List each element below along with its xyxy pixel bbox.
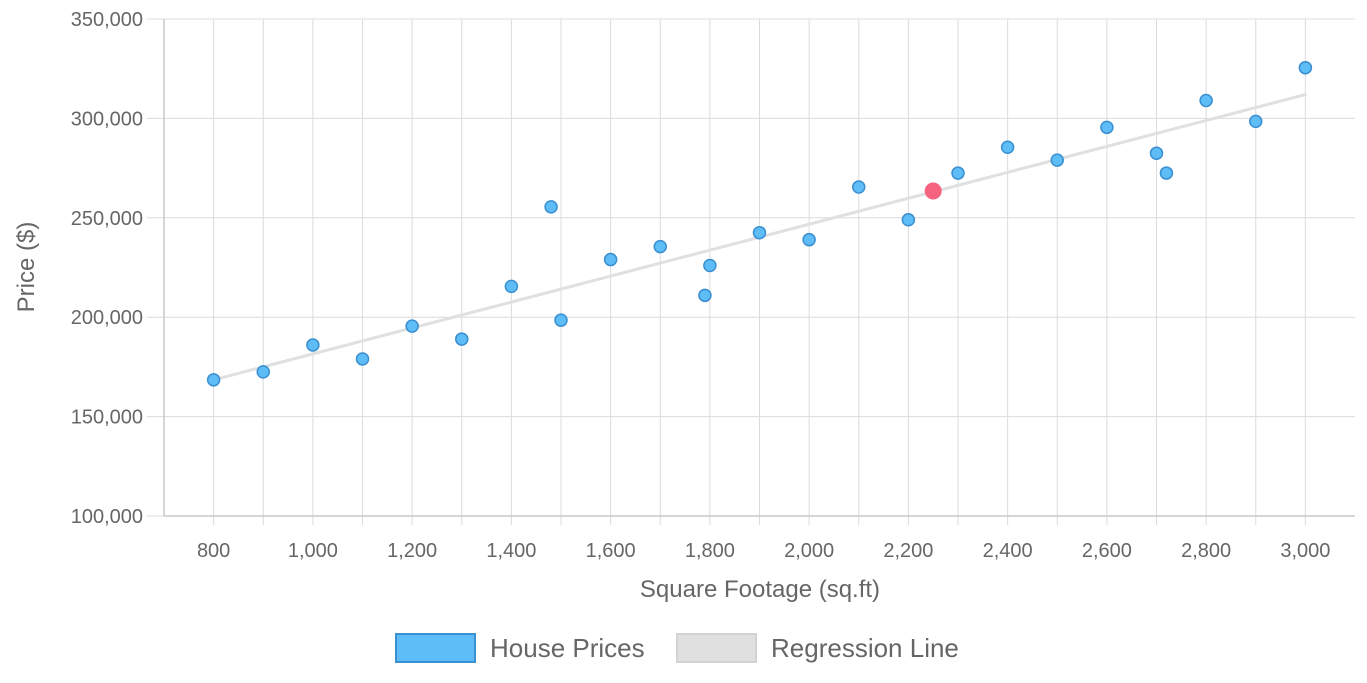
x-axis-title: Square Footage (sq.ft) xyxy=(640,576,880,603)
x-tick-label: 1,200 xyxy=(387,540,437,562)
data-point xyxy=(951,166,965,180)
y-axis-title: Price ($) xyxy=(13,222,40,313)
x-tick-label: 2,200 xyxy=(883,540,933,562)
data-point xyxy=(455,332,469,346)
data-point xyxy=(355,352,370,366)
legend-label-house-prices: House Prices xyxy=(490,633,645,663)
data-point xyxy=(554,313,568,327)
legend-swatch-house-prices xyxy=(395,633,476,663)
y-tick-label: 250,000 xyxy=(71,208,143,230)
x-tick-label: 3,000 xyxy=(1280,540,1330,562)
data-point xyxy=(306,338,320,352)
y-tick-label: 150,000 xyxy=(71,407,143,429)
x-tick-label: 1,000 xyxy=(288,540,338,562)
x-tick-label: 1,800 xyxy=(685,540,735,562)
data-point xyxy=(544,200,558,214)
data-point xyxy=(901,213,916,227)
x-tick-label: 800 xyxy=(197,540,230,562)
data-point xyxy=(653,239,667,254)
data-point xyxy=(802,232,816,247)
data-point xyxy=(698,288,712,303)
data-points xyxy=(206,60,1313,387)
legend-swatch-regression-line xyxy=(676,633,757,663)
data-point xyxy=(1000,140,1015,154)
x-tick-label: 2,000 xyxy=(784,540,834,562)
tick-labels: 800 1,000 1,200 1,400 1,600 1,800 2,000 2,200 2,… xyxy=(71,9,1331,562)
x-tick-label: 1,400 xyxy=(486,540,536,562)
data-point xyxy=(1050,153,1064,167)
y-tick-label: 100,000 xyxy=(71,506,143,528)
y-tick-label: 300,000 xyxy=(71,108,143,130)
legend-label-regression-line: Regression Line xyxy=(771,633,959,663)
legend[interactable]: House Prices Regression Line xyxy=(395,633,959,663)
axes xyxy=(163,19,1355,517)
y-tick-label: 200,000 xyxy=(71,307,143,329)
data-point xyxy=(1149,146,1164,160)
legend-item-house-prices[interactable]: House Prices xyxy=(395,633,645,663)
data-point xyxy=(852,180,866,194)
data-point xyxy=(1298,60,1313,75)
x-tick-label: 1,600 xyxy=(586,540,636,562)
data-point xyxy=(603,252,618,267)
highlighted-point xyxy=(924,182,942,200)
x-tick-label: 2,400 xyxy=(983,540,1033,562)
grid xyxy=(147,18,1355,525)
data-point xyxy=(1100,120,1114,135)
data-point xyxy=(752,225,767,240)
x-tick-label: 2,600 xyxy=(1082,540,1132,562)
data-point xyxy=(703,258,717,273)
data-point xyxy=(405,319,419,333)
y-tick-label: 350,000 xyxy=(71,9,143,31)
data-point xyxy=(206,373,221,387)
data-point xyxy=(504,279,519,294)
x-tick-label: 2,800 xyxy=(1181,540,1231,562)
data-point xyxy=(256,365,270,379)
data-point xyxy=(1159,166,1174,180)
data-point xyxy=(1249,114,1263,129)
legend-item-regression-line[interactable]: Regression Line xyxy=(676,633,959,663)
data-point xyxy=(1199,93,1213,108)
